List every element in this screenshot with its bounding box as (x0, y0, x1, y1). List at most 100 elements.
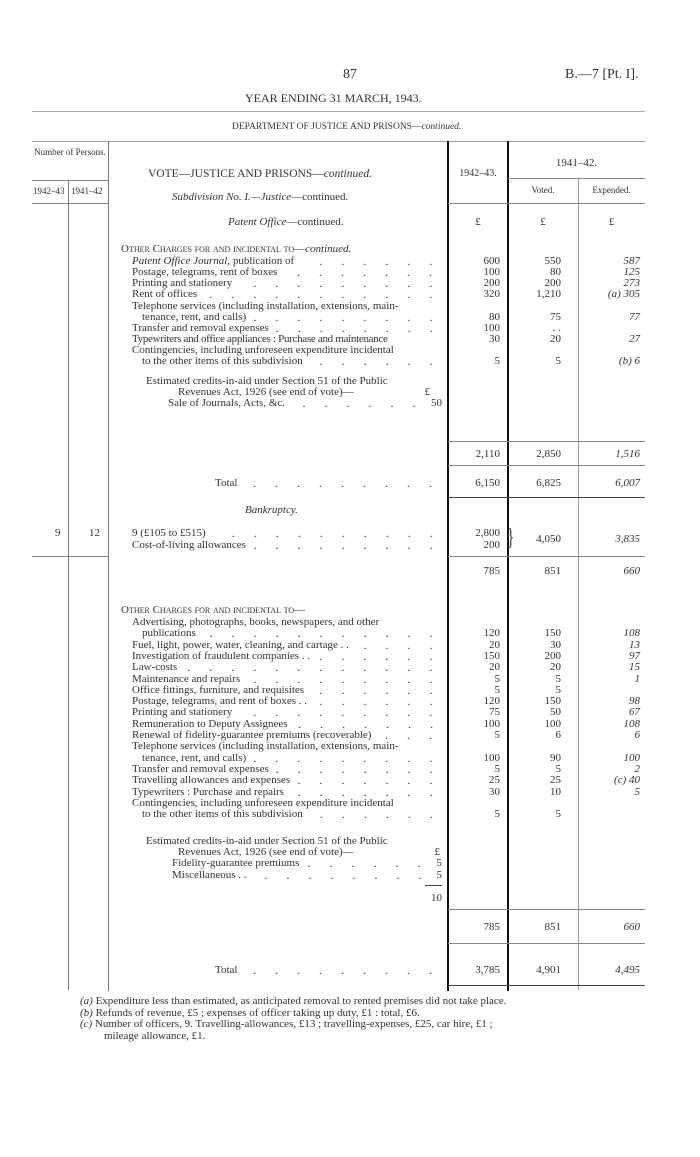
column-rule (68, 180, 69, 990)
amount-1942: 100 (483, 717, 501, 730)
amount-voted: 30 (550, 638, 561, 651)
total-row: Total 6,150 6,825 6,007 (215, 477, 640, 489)
amount-expended: 1 (634, 672, 641, 685)
row-label: Investigation of fraudulent companies . … (132, 649, 311, 662)
divider (448, 556, 645, 557)
table-row: Typewriters and office appliances : Purc… (132, 333, 640, 345)
row-label: publications (142, 627, 196, 640)
row-label: to the other items of this subdivision (142, 808, 303, 821)
table-row: Telephone services (including installati… (0, 740, 700, 752)
amount-expended: 108 (623, 627, 641, 640)
amount-voted: 6 (555, 729, 562, 741)
row-label: Renewal of fidelity-guarantee premiums (… (132, 729, 372, 741)
amount-1942: 20 (489, 638, 500, 651)
amount-1942: 120 (483, 627, 501, 640)
credits-note: Estimated credits-in-aid under Section 5… (146, 835, 388, 847)
amount-voted: 10 (550, 785, 561, 798)
table-row: Law-costs 20 20 15 (0, 661, 700, 673)
divider (448, 203, 645, 204)
bankruptcy-heading: Bankruptcy. (245, 504, 298, 516)
table-row: Postage, telegrams, rent of boxes 100 80 12… (132, 266, 640, 278)
credits-note: Revenues Act, 1926 (see end of vote)— £ (178, 386, 430, 398)
divider (32, 141, 645, 142)
persons-1941-header: 1941–42 (71, 186, 103, 196)
table-row: Investigation of fraudulent companies . … (0, 649, 700, 662)
persons-header: Number of Persons. (34, 147, 106, 157)
amount-expended: 15 (629, 661, 640, 674)
amount-1942: 100 (483, 751, 501, 764)
amount-expended: 2 (634, 762, 641, 775)
footnote-c-cont: mileage allowance, £1. (104, 1030, 206, 1042)
divider (32, 111, 645, 112)
amount-voted: 5 (555, 762, 562, 775)
year-heading: YEAR ENDING 31 MARCH, 1943. (245, 91, 422, 105)
row-label: Law-costs (132, 661, 178, 674)
column-rule (507, 141, 509, 991)
column-rule (447, 141, 449, 991)
divider (508, 178, 645, 179)
combined-row: 4,050 3,835 (536, 533, 640, 545)
amount-expended: (c) 40 (614, 774, 640, 787)
table-row: Fuel, light, power, water, cleaning, and… (0, 638, 700, 651)
divider (448, 465, 645, 466)
amount-expended: 67 (629, 706, 640, 719)
amount-expended: 5 (634, 785, 641, 798)
page-number: 87 (343, 67, 357, 82)
credits-total: 10 (431, 892, 442, 904)
credit-row: Fidelity-guarantee premiums 5 (172, 857, 442, 869)
row-label: Fuel, light, power, water, cleaning, and… (132, 638, 349, 651)
amount-voted: 5 (555, 808, 562, 821)
table-row: Patent Office Journal, publication of 600… (132, 255, 640, 267)
amount-voted: 5 (555, 683, 562, 696)
row-label: Travelling allowances and expenses (132, 774, 291, 787)
section-heading: Other Charges for and incidental to— (121, 604, 306, 616)
amount-voted: 100 (544, 717, 562, 730)
row-label: tenance, rent, and calls) (142, 751, 247, 764)
persons-1942: 9 (55, 527, 61, 539)
table-row: Advertising, photographs, books, newspap… (0, 616, 700, 628)
credits-note: Estimated credits-in-aid under Section 5… (146, 375, 388, 387)
row-label: Advertising, photographs, books, newspap… (132, 616, 380, 628)
brace-icon: } (507, 525, 515, 551)
row-label: Contingencies, including unforeseen expe… (132, 796, 394, 809)
divider (32, 203, 108, 204)
amount-voted: 200 (544, 649, 562, 662)
amount-1942: 20 (489, 661, 500, 674)
footnote-a: (a) Expenditure less than estimated, as … (80, 995, 507, 1007)
persons-1942-header: 1942–43 (33, 186, 65, 196)
amount-1942: 5 (494, 808, 501, 821)
row-label: Transfer and removal expenses (132, 762, 269, 775)
col-1941-header: 1941–42. (555, 157, 598, 169)
subtotal-row: 785 851 660 (483, 565, 641, 577)
currency-voted: £ (540, 216, 546, 228)
currency-1942: £ (475, 216, 481, 228)
credit-row: Miscellaneous . .5 (172, 869, 442, 881)
amount-voted: 150 (544, 627, 562, 640)
amount-1942: 5 (494, 762, 501, 775)
amount-voted: 150 (544, 695, 562, 708)
table-row: Typewriters : Purchase and repairs 30 10 5 (0, 785, 700, 798)
table-row: Cost-of-living allowances 200 (132, 539, 500, 551)
table-row: tenance, rent, and calls) 100 90 100 (0, 751, 700, 764)
vote-title: VOTE—JUSTICE AND PRISONS—continued. (148, 168, 372, 180)
table-row: Printing and stationery 200 200 273 (132, 277, 640, 289)
expended-header: Expended. (592, 185, 631, 195)
footnote-c: (c) Number of officers, 9. Travelling-al… (80, 1018, 493, 1030)
divider (448, 909, 645, 910)
table-row: Telephone services (including installati… (132, 300, 399, 312)
divider (32, 556, 108, 557)
section-heading: Other Charges for and incidental to— cont… (121, 243, 352, 255)
table-row: Travelling allowances and expenses 25 25 (c… (0, 774, 700, 786)
credit-row: Sale of Journals, Acts, &c. 50 (168, 397, 442, 409)
amount-voted: 5 (555, 672, 562, 685)
table-row: to the other items of this subdivision 5 5… (142, 355, 640, 367)
amount-1942: 25 (489, 774, 500, 787)
row-label: Printing and stationery (132, 706, 233, 719)
amount-1942: 5 (494, 729, 501, 741)
footnote-b: (b) Refunds of revenue, £5 ; expenses of… (80, 1007, 420, 1019)
subdivision-heading: Subdivision No. I.—Justice—continued. (172, 191, 349, 203)
amount-voted: 25 (550, 774, 561, 787)
table-row: Transfer and removal expenses 100. . (132, 322, 561, 334)
amount-expended: 98 (629, 695, 640, 708)
